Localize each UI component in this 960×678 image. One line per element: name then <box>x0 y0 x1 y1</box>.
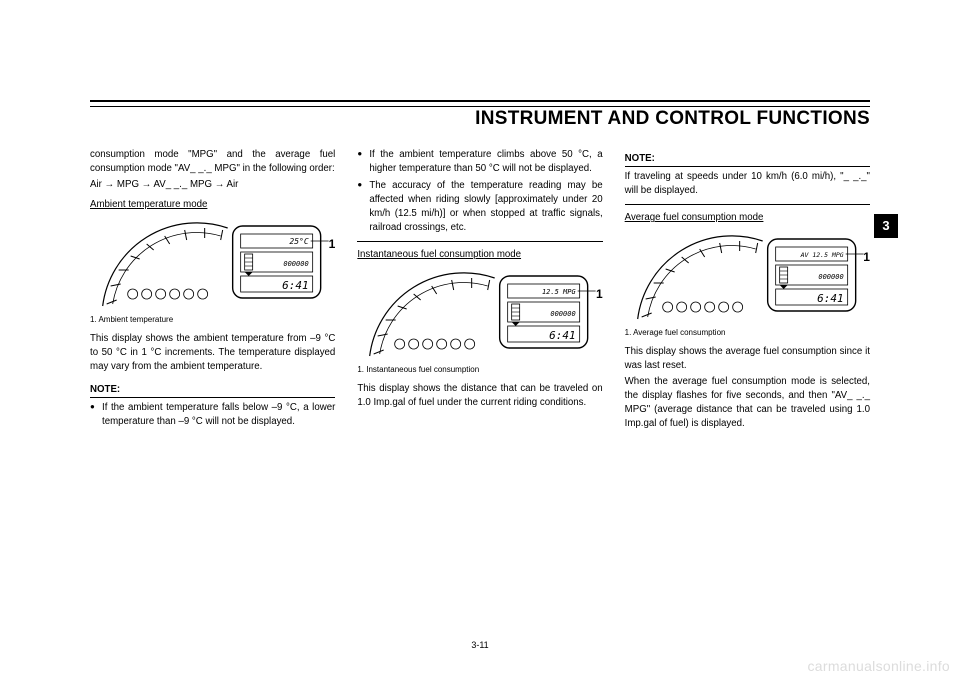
col1-caption: 1. Ambient temperature <box>90 314 335 326</box>
col2-mode-title: Instantaneous fuel consumption mode <box>357 248 602 262</box>
col3-desc-2: When the average fuel consumption mode i… <box>625 375 870 431</box>
col3-desc-1: This display shows the average fuel cons… <box>625 345 870 373</box>
col1-intro-2: Air → MPG → AV_ _._ MPG → Air <box>90 178 335 192</box>
figure-avg-fuel: AV 12.5 MPG 000000 6:41 1 <box>625 229 870 324</box>
col1-desc: This display shows the ambient temperatu… <box>90 332 335 374</box>
col2-divider <box>357 241 602 242</box>
col3-divider <box>625 204 870 205</box>
col3-note-label: NOTE: <box>625 152 870 167</box>
col2-bullet-2: The accuracy of the temperature reading … <box>357 179 602 235</box>
lcd-bot-text: 6:41 <box>282 279 309 292</box>
lcd-top-text-3: AV 12.5 MPG <box>799 251 843 259</box>
callout-1-c: 1 <box>863 249 870 266</box>
column-3: NOTE: If traveling at speeds under 10 km… <box>625 148 870 436</box>
col1-note-bullets: If the ambient temperature falls below –… <box>90 401 335 429</box>
page-number: 3-11 <box>471 640 488 650</box>
col2-caption: 1. Instantaneous fuel consumption <box>357 364 602 376</box>
chapter-tab: 3 <box>874 214 898 238</box>
lcd-bot-text-2: 6:41 <box>549 329 576 342</box>
lcd-bot-text-3: 6:41 <box>817 292 844 305</box>
col2-desc: This display shows the distance that can… <box>357 382 602 410</box>
lcd-mid-text: 000000 <box>283 260 308 268</box>
col1-bullet-1: If the ambient temperature falls below –… <box>90 401 335 429</box>
col2-bullet-1: If the ambient temperature climbs above … <box>357 148 602 176</box>
content-columns: consumption mode "MPG" and the average f… <box>90 148 870 436</box>
callout-1: 1 <box>329 236 336 253</box>
col1-mode-title: Ambient temperature mode <box>90 198 335 212</box>
lcd-top-text: 25°C <box>289 237 308 246</box>
col1-intro-1: consumption mode "MPG" and the average f… <box>90 148 335 176</box>
watermark: carmanualsonline.info <box>808 658 951 674</box>
manual-page: INSTRUMENT AND CONTROL FUNCTIONS 3 consu… <box>0 0 960 678</box>
figure-instant-fuel: 12.5 MPG 000000 6:41 1 <box>357 266 602 361</box>
col3-caption: 1. Average fuel consumption <box>625 327 870 339</box>
lcd-mid-text-2: 000000 <box>551 310 576 318</box>
page-title: INSTRUMENT AND CONTROL FUNCTIONS <box>90 108 870 130</box>
col2-top-bullets: If the ambient temperature climbs above … <box>357 148 602 235</box>
instrument-cluster-svg-3: AV 12.5 MPG 000000 6:41 <box>625 229 870 324</box>
header-rule <box>90 100 870 107</box>
col1-note-label: NOTE: <box>90 383 335 398</box>
figure-ambient-temp: 25°C 000000 6:41 1 <box>90 216 335 311</box>
col3-mode-title: Average fuel consumption mode <box>625 211 870 225</box>
column-1: consumption mode "MPG" and the average f… <box>90 148 335 436</box>
lcd-top-text-2: 12.5 MPG <box>542 288 577 296</box>
instrument-cluster-svg-2: 12.5 MPG 000000 6:41 <box>357 266 602 361</box>
instrument-cluster-svg: 25°C 000000 6:41 <box>90 216 335 311</box>
col3-note-text: If traveling at speeds under 10 km/h (6.… <box>625 170 870 198</box>
callout-1-b: 1 <box>596 286 603 303</box>
lcd-mid-text-3: 000000 <box>818 273 843 281</box>
column-2: If the ambient temperature climbs above … <box>357 148 602 436</box>
